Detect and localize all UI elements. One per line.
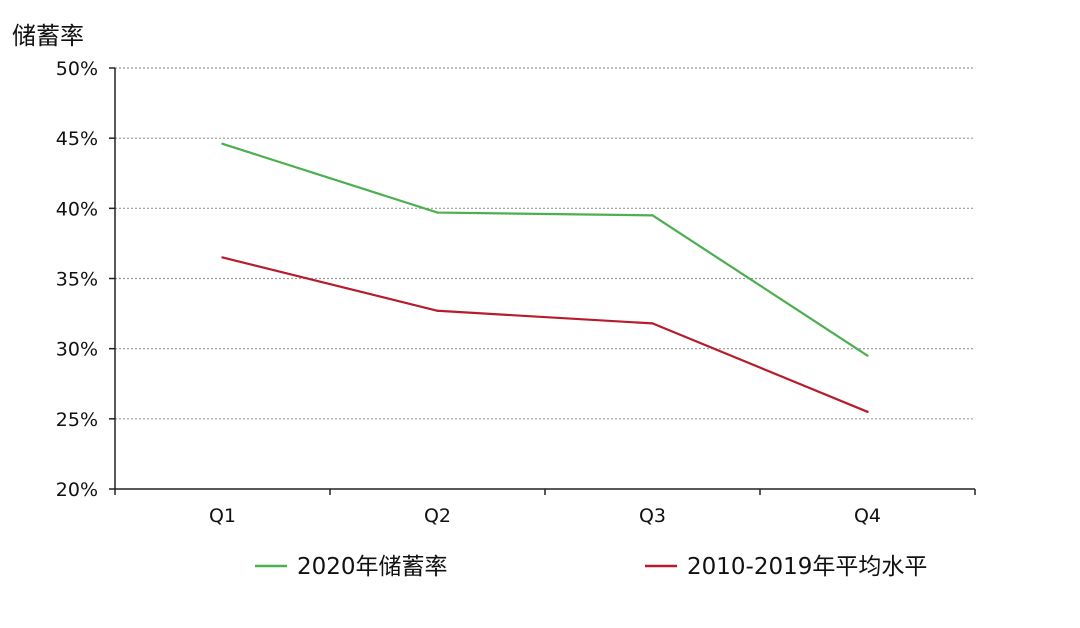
- data-point: [866, 410, 869, 414]
- data-point: [436, 309, 439, 312]
- y-tick-label: 20%: [56, 479, 98, 501]
- y-tick-label: 40%: [56, 198, 98, 220]
- series-lines: [221, 142, 869, 414]
- x-tick-label: Q2: [424, 505, 451, 527]
- y-tick-label: 35%: [56, 269, 98, 291]
- gridlines: [115, 67, 975, 420]
- data-point: [436, 211, 439, 214]
- series-line-1: [222, 142, 869, 357]
- x-tick-label: Q4: [854, 505, 881, 527]
- y-tick-label: 25%: [56, 409, 98, 431]
- data-point: [651, 322, 654, 325]
- data-point: [221, 142, 224, 145]
- y-tick-label: 45%: [56, 128, 98, 150]
- axes: 20% 25% 30% 35% 40% 45% 50% Q1 Q2 Q3 Q4: [56, 58, 976, 527]
- legend-label: 2010-2019年平均水平: [687, 554, 927, 580]
- x-tick-label: Q1: [209, 505, 236, 527]
- series-line-2: [222, 256, 868, 413]
- legend: 2020年储蓄率 2010-2019年平均水平: [255, 554, 927, 580]
- data-point: [866, 354, 869, 357]
- y-tick-label: 30%: [56, 339, 98, 361]
- legend-label: 2020年储蓄率: [297, 554, 448, 580]
- x-tick-label: Q3: [639, 505, 666, 527]
- data-point: [651, 214, 654, 217]
- y-axis-title: 储蓄率: [12, 22, 84, 50]
- y-tick-label: 50%: [56, 58, 98, 80]
- data-point: [221, 256, 224, 259]
